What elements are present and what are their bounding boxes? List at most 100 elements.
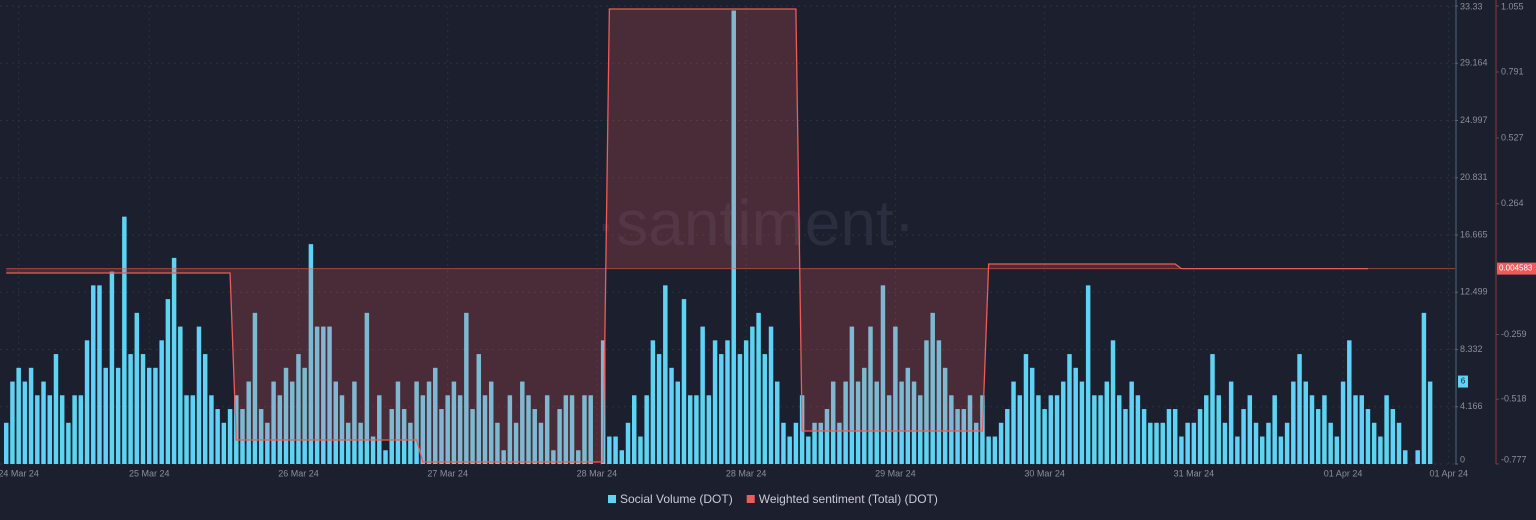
bar (849, 326, 855, 464)
bar (109, 271, 115, 464)
bar (1029, 367, 1035, 464)
x-tick-label: 29 Mar 24 (875, 468, 916, 478)
y-tick-label: 8.332 (1460, 344, 1483, 354)
bar (91, 285, 96, 464)
bar (445, 395, 450, 464)
bar (358, 422, 363, 464)
bar (1116, 395, 1122, 464)
bar (1160, 422, 1165, 464)
bar (408, 422, 413, 464)
bar (918, 395, 923, 464)
bar (1365, 409, 1371, 464)
bar (414, 381, 419, 464)
bar (1415, 450, 1420, 464)
bar (240, 409, 245, 464)
bar (115, 367, 121, 464)
legend-label: Social Volume (DOT) (620, 492, 733, 506)
bar (1204, 395, 1209, 464)
bar (1191, 422, 1197, 464)
bar (482, 395, 488, 464)
bar (3, 422, 9, 464)
bar (215, 409, 220, 464)
bar (84, 340, 90, 464)
bar (681, 299, 687, 464)
bar (196, 326, 202, 464)
bar (501, 450, 506, 464)
bar (35, 395, 40, 464)
bar (22, 381, 28, 464)
bar (930, 312, 935, 464)
bar (1061, 381, 1066, 464)
bar (1085, 285, 1091, 464)
bar (1284, 422, 1290, 464)
bar (16, 367, 21, 464)
bar (1222, 422, 1228, 464)
bar (1216, 395, 1221, 464)
bar (656, 354, 662, 464)
bar (924, 340, 929, 464)
bar (377, 395, 382, 464)
bar (296, 354, 301, 464)
bar (520, 381, 525, 464)
x-tick-label: 27 Mar 24 (427, 468, 468, 478)
bar (818, 422, 824, 464)
bar (998, 422, 1004, 464)
bar (949, 395, 954, 464)
bar (1197, 409, 1203, 464)
bar (1378, 436, 1383, 464)
x-tick-label: 01 Apr 24 (1430, 468, 1469, 478)
bar (1172, 409, 1178, 464)
bar (737, 354, 743, 464)
bar (178, 326, 183, 464)
bar (1054, 395, 1060, 464)
bar (271, 381, 276, 464)
bar (258, 409, 264, 464)
bar (905, 367, 911, 464)
y2-tick-label: 0.527 (1501, 132, 1524, 142)
bar (420, 395, 426, 464)
bar (706, 395, 712, 464)
bar (731, 10, 736, 464)
bar (806, 436, 811, 464)
bar (1427, 381, 1433, 464)
bar (1235, 436, 1240, 464)
bar (321, 326, 326, 464)
bar (433, 367, 438, 464)
bar (942, 367, 948, 464)
bar (1347, 340, 1352, 464)
x-tick-label: 28 Mar 24 (726, 468, 767, 478)
bar (513, 422, 519, 464)
bar (663, 285, 668, 464)
y2-tick-label: 0.264 (1501, 198, 1524, 208)
bar (134, 312, 140, 464)
bar (1123, 409, 1128, 464)
watermark: ·santiment· (595, 187, 915, 259)
bar (582, 395, 587, 464)
bar (1042, 409, 1047, 464)
bar (1303, 381, 1309, 464)
bar (569, 395, 575, 464)
bar (644, 395, 649, 464)
bar (687, 395, 693, 464)
bar (768, 326, 774, 464)
bar (955, 409, 960, 464)
bar (308, 244, 314, 464)
bar (1272, 395, 1277, 464)
bar (476, 354, 482, 464)
bar (874, 381, 879, 464)
x-tick-label: 24 Mar 24 (0, 468, 39, 478)
bar (1384, 395, 1389, 464)
x-tick-label: 26 Mar 24 (278, 468, 319, 478)
legend-swatch (746, 495, 755, 503)
bar (830, 381, 836, 464)
y-tick-label: 20.831 (1460, 172, 1488, 182)
bar (756, 312, 761, 464)
bar (395, 381, 401, 464)
y2-tick-label: 1.055 (1501, 1, 1524, 11)
bar (1334, 436, 1340, 464)
bar (855, 381, 861, 464)
bar (694, 395, 699, 464)
bar (1098, 395, 1103, 464)
bar (613, 436, 618, 464)
bar (1011, 381, 1016, 464)
